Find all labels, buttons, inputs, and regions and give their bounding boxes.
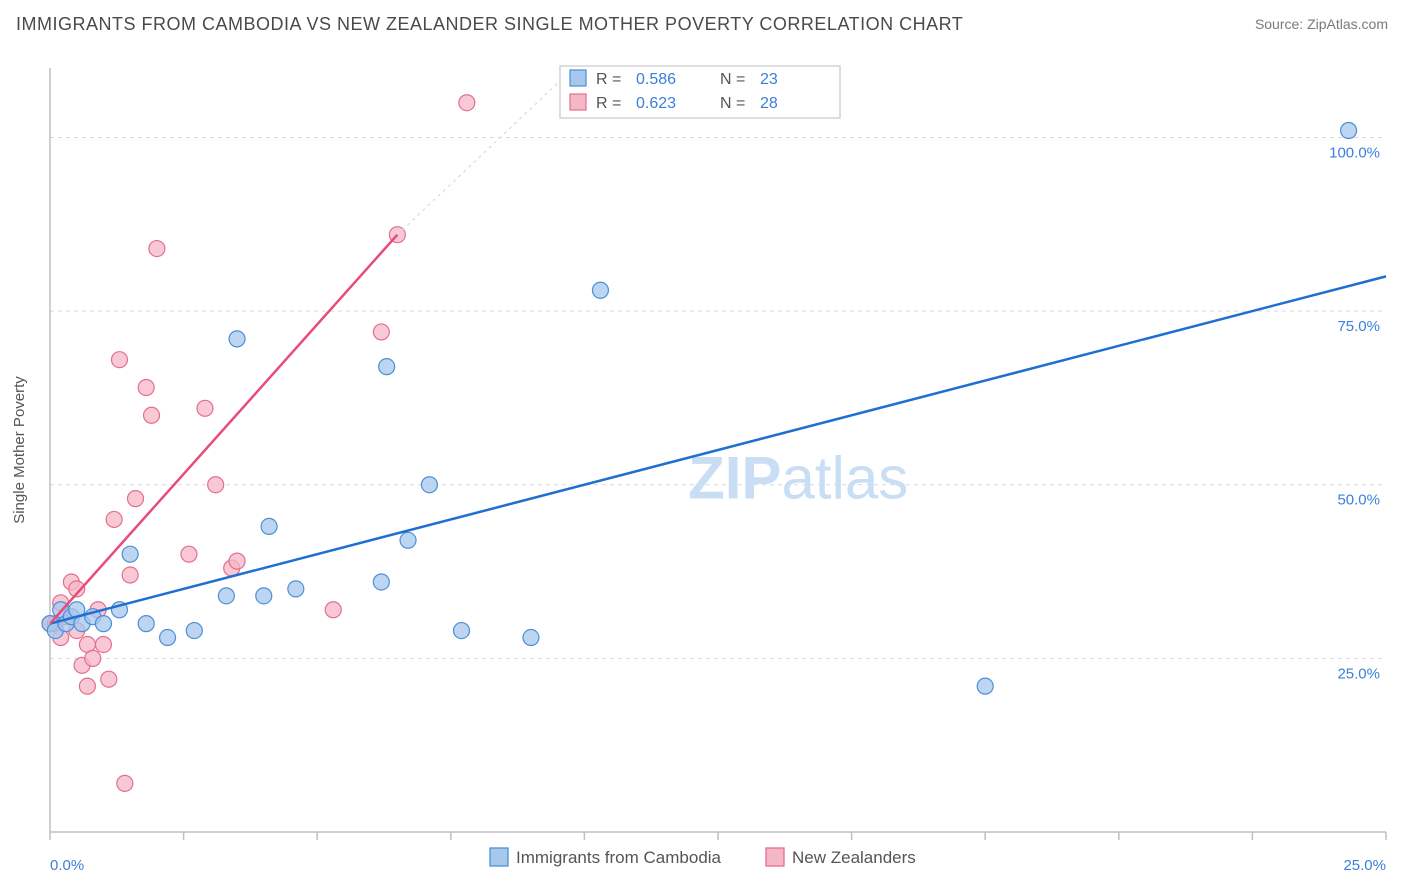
scatter-point bbox=[523, 630, 539, 646]
scatter-point bbox=[111, 352, 127, 368]
scatter-point bbox=[149, 241, 165, 257]
y-tick-label: 100.0% bbox=[1329, 144, 1380, 161]
legend-r-value: 0.623 bbox=[636, 95, 676, 112]
scatter-point bbox=[229, 331, 245, 347]
scatter-point bbox=[208, 477, 224, 493]
scatter-point bbox=[144, 407, 160, 423]
watermark: ZIPatlas bbox=[688, 445, 908, 512]
scatter-point bbox=[325, 602, 341, 618]
scatter-point bbox=[197, 400, 213, 416]
y-axis-label: Single Mother Poverty bbox=[11, 376, 28, 524]
legend-swatch bbox=[570, 94, 586, 110]
scatter-point bbox=[400, 532, 416, 548]
legend-swatch bbox=[766, 848, 784, 866]
scatter-point bbox=[229, 553, 245, 569]
scatter-point bbox=[95, 616, 111, 632]
trendline-ext bbox=[397, 68, 573, 235]
y-tick-label: 75.0% bbox=[1337, 318, 1380, 335]
scatter-point bbox=[85, 650, 101, 666]
scatter-point bbox=[453, 623, 469, 639]
scatter-chart: 25.0% 50.0% 75.0% 100.0% 0.0% 25.0% Single Mot… bbox=[0, 48, 1406, 892]
legend-n-value: 28 bbox=[760, 95, 778, 112]
source-label: Source: ZipAtlas.com bbox=[1255, 16, 1388, 32]
x-tick-label: 0.0% bbox=[50, 857, 84, 874]
scatter-point bbox=[117, 775, 133, 791]
scatter-point bbox=[181, 546, 197, 562]
scatter-point bbox=[106, 511, 122, 527]
legend-r-label: R = bbox=[596, 71, 621, 88]
trendline bbox=[50, 276, 1386, 623]
legend-series-label: New Zealanders bbox=[792, 848, 916, 867]
scatter-point bbox=[122, 546, 138, 562]
scatter-point bbox=[421, 477, 437, 493]
chart-title: IMMIGRANTS FROM CAMBODIA VS NEW ZEALANDE… bbox=[16, 14, 963, 35]
scatter-point bbox=[592, 282, 608, 298]
scatter-point bbox=[459, 95, 475, 111]
scatter-point bbox=[79, 678, 95, 694]
legend-series-label: Immigrants from Cambodia bbox=[516, 848, 722, 867]
legend-r-value: 0.586 bbox=[636, 71, 676, 88]
scatter-point bbox=[288, 581, 304, 597]
legend-n-label: N = bbox=[720, 95, 745, 112]
scatter-point bbox=[218, 588, 234, 604]
scatter-point bbox=[977, 678, 993, 694]
scatter-point bbox=[186, 623, 202, 639]
scatter-point bbox=[261, 518, 277, 534]
y-tick-label: 25.0% bbox=[1337, 665, 1380, 682]
legend-swatch bbox=[490, 848, 508, 866]
scatter-point bbox=[373, 574, 389, 590]
scatter-point bbox=[379, 359, 395, 375]
legend-n-label: N = bbox=[720, 71, 745, 88]
scatter-point bbox=[95, 636, 111, 652]
scatter-point bbox=[160, 630, 176, 646]
y-tick-label: 50.0% bbox=[1337, 492, 1380, 509]
scatter-point bbox=[1341, 123, 1357, 139]
scatter-point bbox=[138, 616, 154, 632]
x-tick-label: 25.0% bbox=[1343, 857, 1386, 874]
scatter-point bbox=[128, 491, 144, 507]
scatter-point bbox=[101, 671, 117, 687]
legend-r-label: R = bbox=[596, 95, 621, 112]
scatter-point bbox=[373, 324, 389, 340]
legend-n-value: 23 bbox=[760, 71, 778, 88]
scatter-point bbox=[138, 379, 154, 395]
scatter-point bbox=[122, 567, 138, 583]
legend-swatch bbox=[570, 70, 586, 86]
scatter-point bbox=[256, 588, 272, 604]
